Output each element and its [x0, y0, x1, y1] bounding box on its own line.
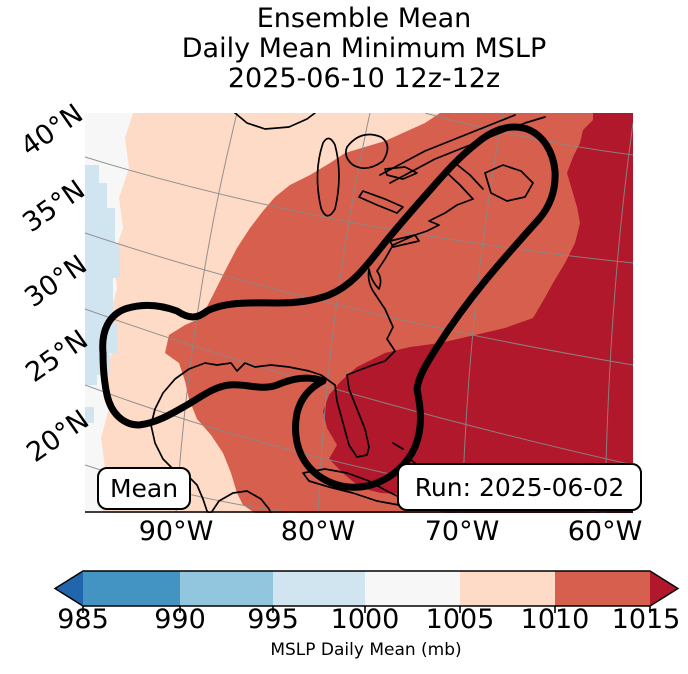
coast-lake-erie	[358, 190, 404, 214]
cb-tick-995: 995	[247, 604, 299, 635]
colorbar-under-arrow	[55, 571, 83, 606]
coast-lake-ontario	[384, 166, 418, 180]
colorbar-over-arrow	[650, 571, 678, 606]
colorbar-tickmarks	[82, 606, 651, 613]
cb-tick-990: 990	[154, 604, 206, 635]
coast-long-island	[389, 234, 420, 248]
mslp-contour	[99, 123, 559, 491]
coast-nova-scotia	[484, 164, 534, 202]
meridian-90w	[175, 113, 238, 513]
coast-lake-michigan	[316, 137, 340, 217]
lon-label-80w: 80°W	[280, 516, 356, 547]
map-svg	[85, 113, 633, 513]
meridian-60w	[604, 122, 633, 513]
title-line-2: Daily Mean Minimum MSLP	[181, 33, 547, 64]
meridian-80w	[317, 113, 371, 513]
colorbar-seg-1000-1005	[365, 571, 460, 606]
meridian-70w	[461, 113, 504, 513]
colorbar-seg-990-995	[180, 571, 273, 606]
parallel-45n	[424, 113, 633, 156]
cb-tick-1000: 1000	[330, 604, 400, 635]
parallel-30n	[85, 308, 633, 466]
colorbar-svg	[53, 570, 680, 613]
colorbar-seg-1010-1015	[555, 571, 650, 606]
cb-tick-985: 985	[57, 604, 109, 635]
fill-995-1000	[85, 165, 120, 385]
chart-title: Ensemble Mean Daily Mean Minimum MSLP 20…	[40, 4, 688, 94]
colorbar-seg-1005-1010	[460, 571, 555, 606]
cb-tick-1005: 1005	[425, 604, 495, 635]
title-line-3: 2025-06-10 12z-12z	[227, 63, 501, 94]
fill-over-1015	[323, 113, 633, 513]
lon-label-70w: 70°W	[424, 516, 500, 547]
title-line-1: Ensemble Mean	[256, 3, 472, 34]
coast-lake-huron	[345, 133, 389, 170]
cb-tick-1010: 1010	[520, 604, 590, 635]
coast-yucatan	[210, 490, 272, 513]
coast-bay-of-fundy	[444, 162, 484, 200]
parallel-35n	[85, 232, 633, 366]
colorbar-label: MSLP Daily Mean (mb)	[270, 640, 462, 660]
fill-995-1000-patch	[85, 407, 94, 423]
coast-lake-superior	[234, 113, 316, 130]
parallel-40n	[85, 156, 633, 264]
mean-box: Mean	[97, 467, 191, 510]
lon-label-90w: 90°W	[138, 516, 214, 547]
colorbar-seg-985-990	[83, 571, 180, 606]
run-box: Run: 2025-06-02	[397, 463, 642, 511]
mean-box-label: Mean	[109, 474, 179, 503]
lon-label-60w: 60°W	[567, 516, 643, 547]
colorbar-seg-995-1000	[273, 571, 365, 606]
coast-st-lawrence-north	[379, 114, 516, 176]
coast-east-gulf	[150, 198, 474, 513]
cb-tick-1015: 1015	[611, 604, 681, 635]
run-box-label: Run: 2025-06-02	[414, 472, 625, 502]
